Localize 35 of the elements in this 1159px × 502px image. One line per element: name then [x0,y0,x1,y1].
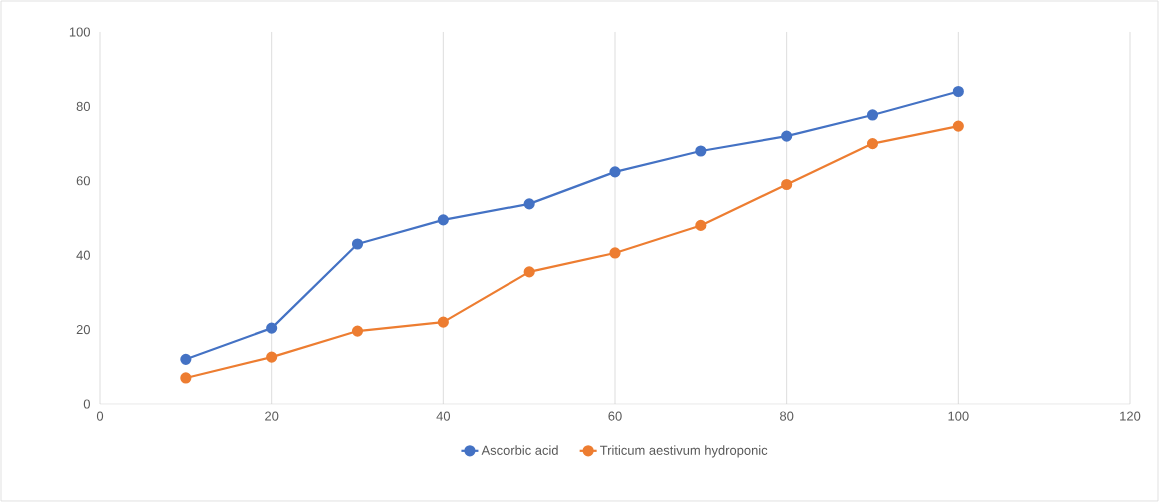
point [266,322,278,334]
y-tick-label: 20 [76,325,90,335]
x-tick-label: 20 [265,411,279,421]
point [695,219,707,232]
point [437,214,449,226]
point [351,325,364,337]
point [781,178,793,191]
point [952,85,964,98]
point [523,266,535,278]
y-tick-label: 100 [69,27,90,37]
y-tick-label: 40 [76,250,90,260]
point [952,120,964,132]
point [180,353,192,365]
point [781,130,793,142]
point [866,109,879,121]
point [866,138,879,150]
point [609,166,621,178]
legend-label: Triticum aestivum hydroponic [600,445,768,458]
x-tick-label: 0 [96,411,104,421]
point [437,316,449,328]
x-tick-label: 60 [608,411,622,421]
y-tick-label: 60 [76,176,90,186]
point [523,198,535,210]
legend-label: Ascorbic acid [481,445,558,455]
point [351,238,364,250]
x-tick-label: 100 [948,411,969,421]
y-tick-label: 80 [76,101,90,111]
point [609,247,621,259]
y-tick-label: 0 [83,399,90,409]
x-tick-label: 80 [780,411,794,421]
point [695,145,707,157]
point [180,372,192,384]
x-tick-label: 120 [1120,411,1141,421]
point [266,351,278,363]
x-tick-label: 40 [436,411,451,421]
